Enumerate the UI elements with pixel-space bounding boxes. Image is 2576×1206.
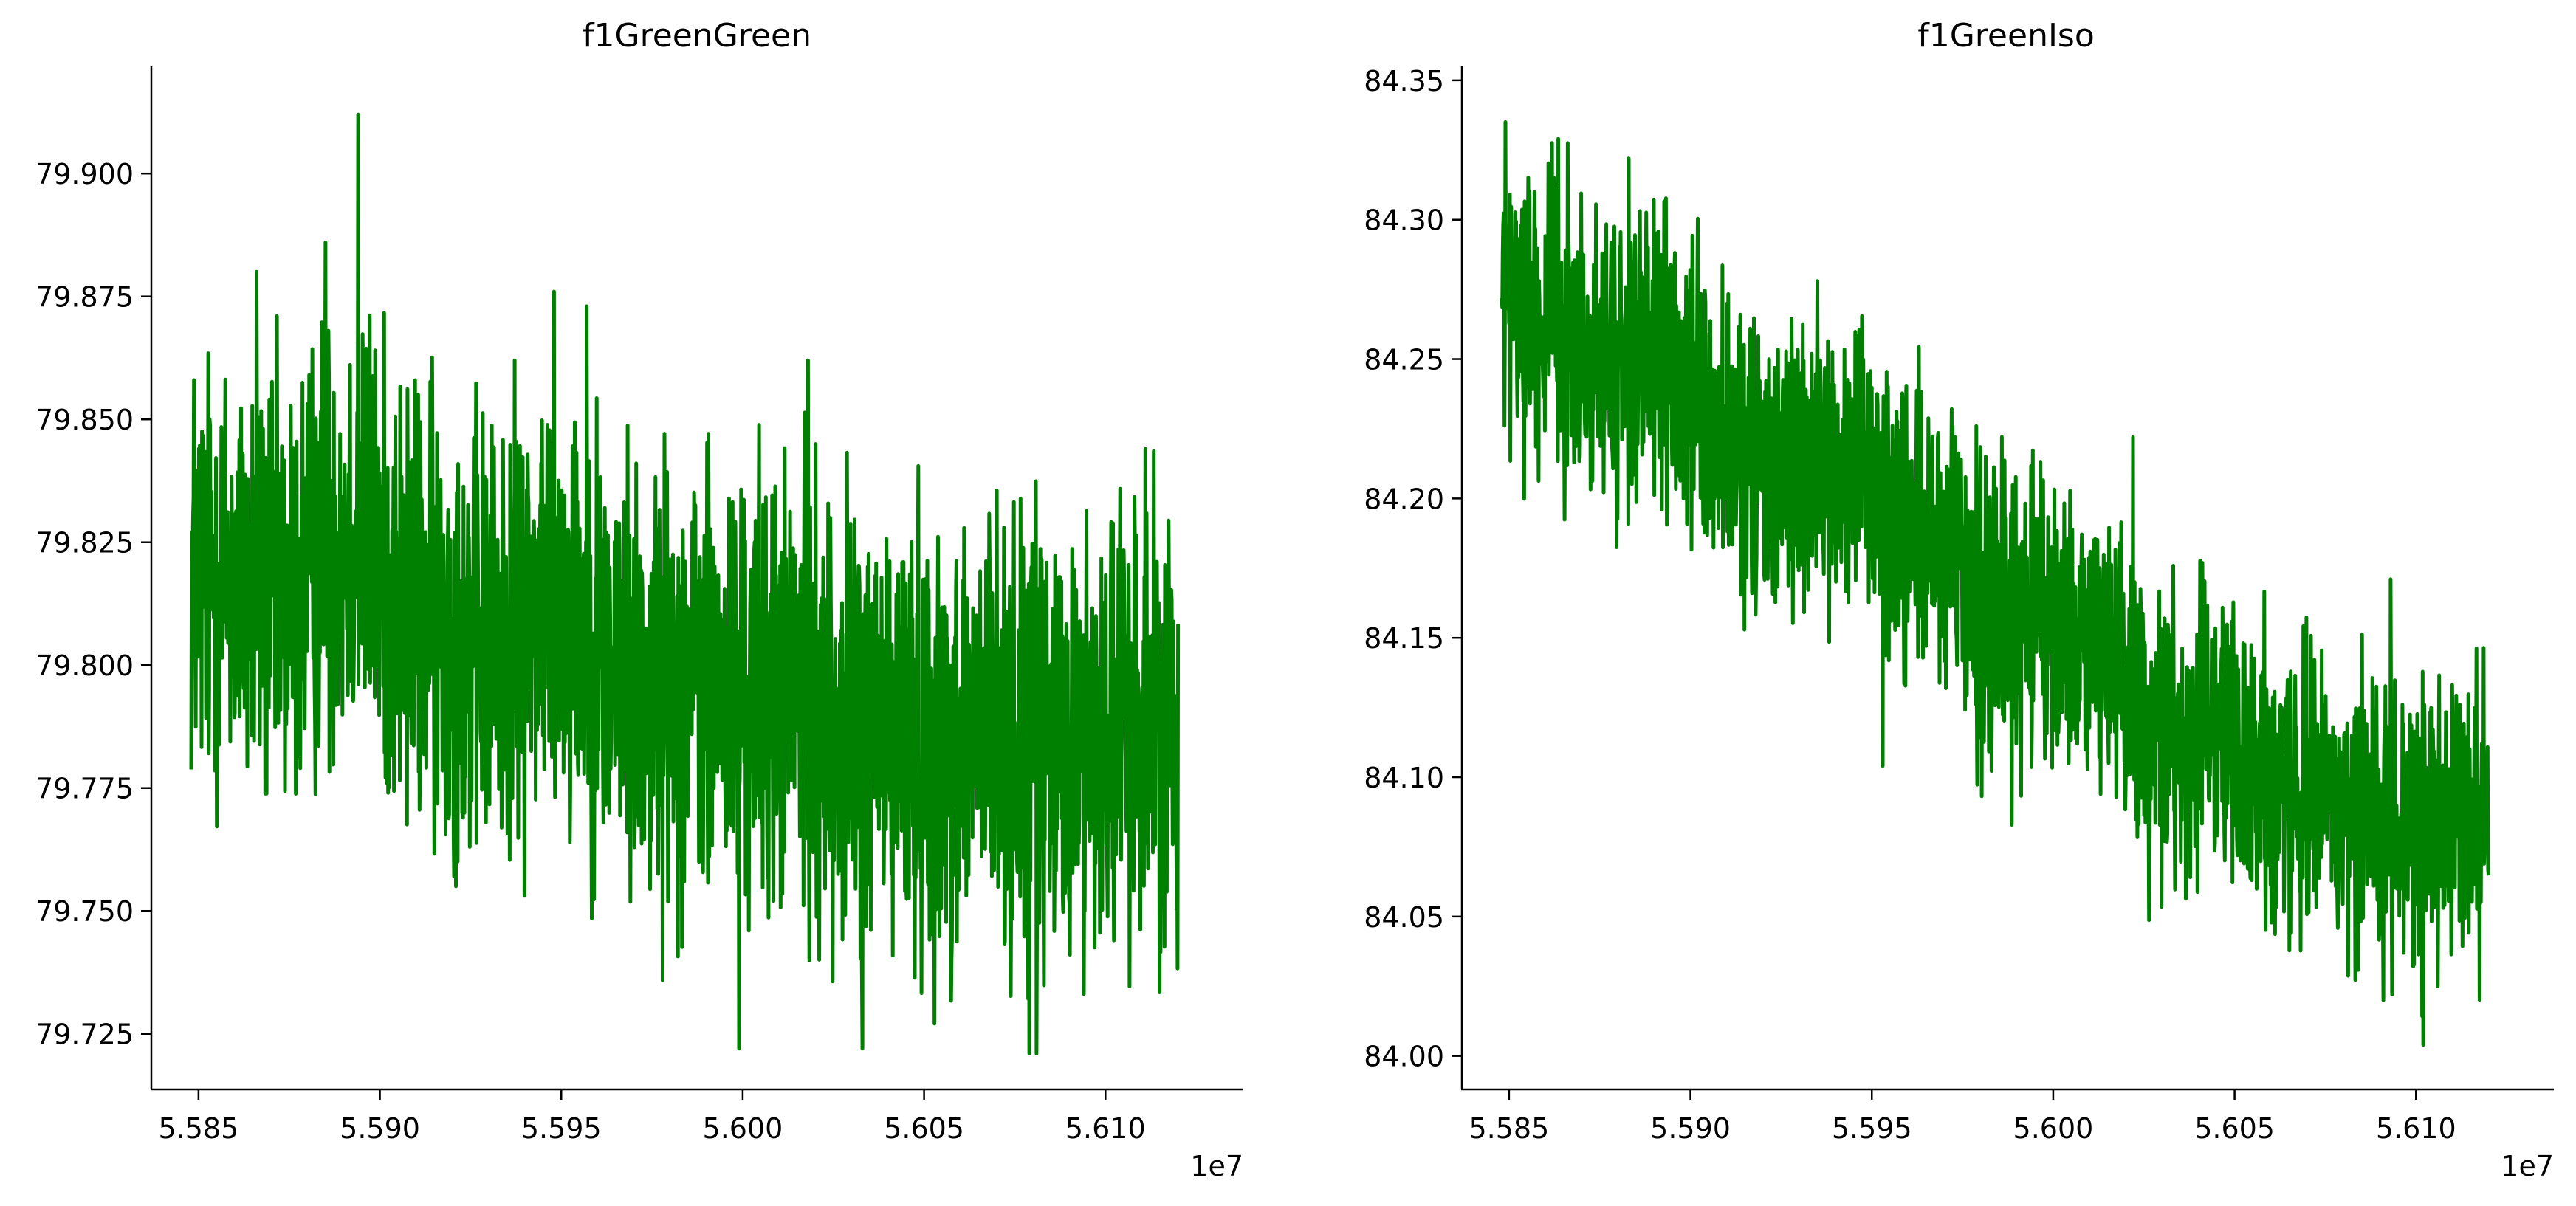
x-tick-label: 5.590	[1650, 1112, 1731, 1145]
y-tick-label: 84.25	[1364, 344, 1444, 376]
x-ticks: 5.585 5.590 5.595 5.600 5.605 5.610	[1469, 1089, 2456, 1145]
x-tick-label: 5.585	[1469, 1112, 1549, 1145]
x-tick-label: 5.600	[703, 1112, 783, 1145]
y-ticks: 79.725 79.750 79.775 79.800 79.825 79.850 79.8…	[35, 158, 151, 1051]
y-tick-label: 84.20	[1364, 483, 1444, 515]
y-tick-label: 79.775	[35, 773, 134, 805]
y-tick-label: 84.30	[1364, 204, 1444, 237]
y-tick-label: 84.35	[1364, 65, 1444, 97]
y-tick-label: 79.750	[35, 895, 134, 928]
x-tick-label: 5.610	[2376, 1112, 2456, 1145]
y-tick-label: 79.800	[35, 649, 134, 682]
plot-area	[189, 112, 1181, 1055]
x-tick-label: 5.595	[521, 1112, 602, 1145]
x-tick-label: 5.585	[158, 1112, 238, 1145]
chart-title: f1GreenIso	[1917, 17, 2095, 55]
x-offset-label: 1e7	[2501, 1150, 2554, 1182]
x-tick-label: 5.590	[340, 1112, 420, 1145]
x-tick-label: 5.600	[2013, 1112, 2094, 1145]
x-tick-label: 5.605	[2194, 1112, 2275, 1145]
x-tick-label: 5.605	[884, 1112, 964, 1145]
y-tick-label: 79.725	[35, 1019, 134, 1051]
chart-f1greengreen: f1GreenGreen 79.72579.75079.77579.80079.…	[35, 17, 1243, 1182]
y-tick-label: 84.00	[1364, 1041, 1444, 1073]
chart-title: f1GreenGreen	[583, 17, 811, 55]
y-ticks: 84.00 84.05 84.10 84.15 84.20 84.25 84.30 84.35	[1364, 65, 1462, 1073]
y-tick-label: 84.10	[1364, 762, 1444, 794]
x-ticks: 5.585 5.590 5.595 5.600 5.605 5.610	[158, 1089, 1146, 1145]
y-tick-label: 79.825	[35, 527, 134, 559]
y-tick-label: 79.850	[35, 404, 134, 436]
y-tick-label: 79.900	[35, 158, 134, 190]
series-line	[189, 112, 1181, 1055]
x-tick-label: 5.595	[1832, 1112, 1912, 1145]
y-tick-label: 79.875	[35, 281, 134, 314]
y-tick-label: 84.05	[1364, 901, 1444, 934]
chart-f1greeniso: f1GreenIso 84.00 84.05 84.10 84.15 84.20 84.2…	[1364, 17, 2554, 1182]
y-tick-label: 84.15	[1364, 622, 1444, 655]
x-offset-label: 1e7	[1190, 1150, 1243, 1182]
x-tick-label: 5.610	[1065, 1112, 1146, 1145]
series-line	[1500, 120, 2491, 1047]
plot-area	[1500, 120, 2491, 1047]
